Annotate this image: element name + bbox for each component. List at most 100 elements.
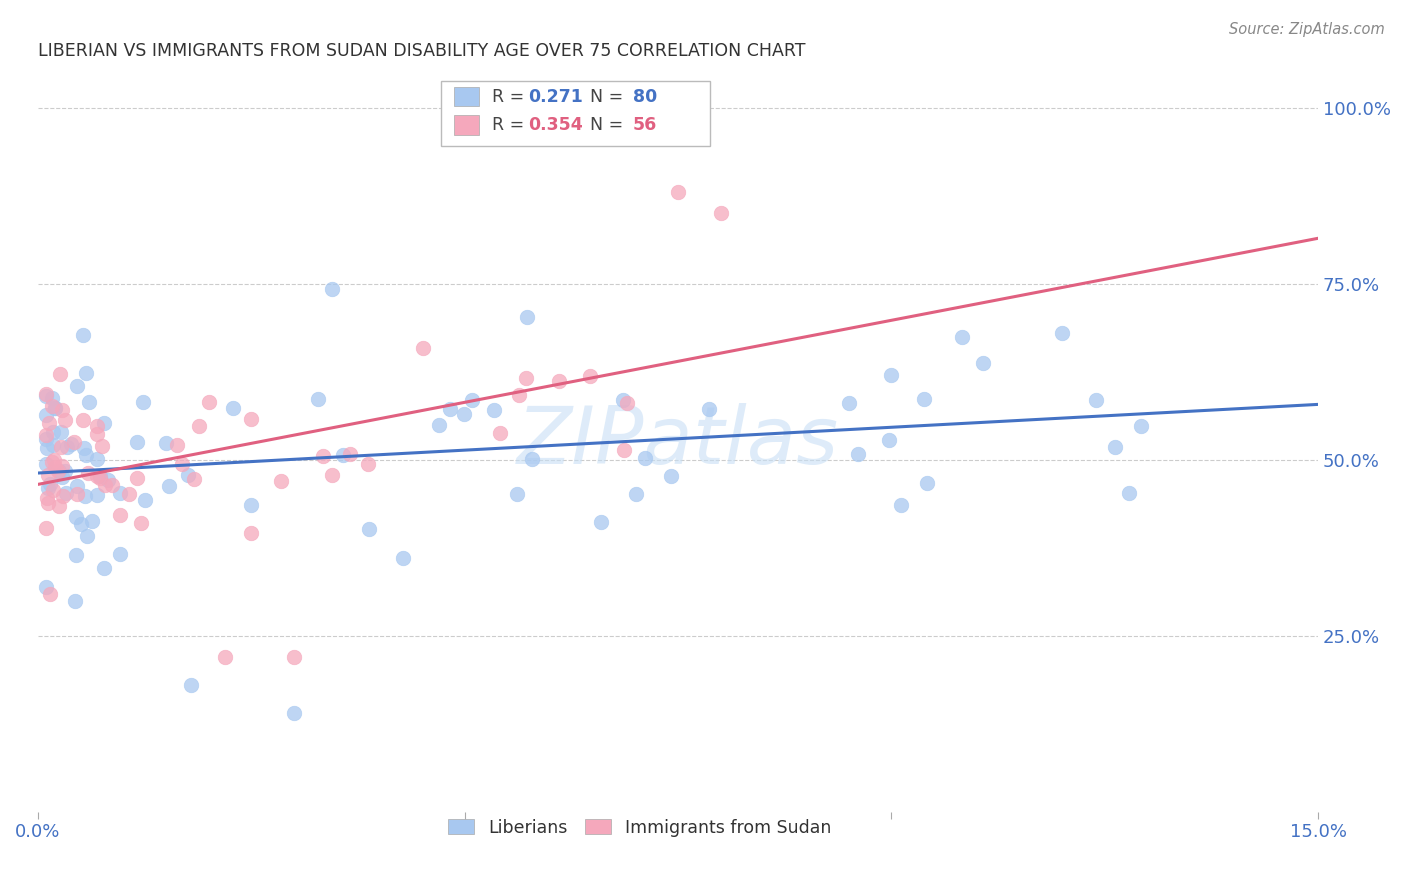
Point — [489, 425, 512, 440]
Text: R =: R = — [492, 116, 530, 134]
Point — [35, 428, 58, 442]
Point — [108, 547, 131, 561]
Text: 56: 56 — [633, 116, 658, 134]
Point — [877, 434, 900, 448]
Point — [66, 487, 89, 501]
Point — [506, 487, 529, 501]
Point — [75, 366, 97, 380]
Point — [63, 434, 86, 449]
Point — [578, 368, 600, 383]
Point — [41, 455, 63, 469]
Point — [49, 425, 72, 439]
Point — [198, 394, 221, 409]
Point — [101, 478, 124, 492]
Point — [917, 476, 939, 491]
Point — [44, 401, 66, 415]
Point — [42, 425, 65, 439]
Point — [1129, 419, 1152, 434]
Point — [357, 457, 380, 471]
Text: ZIPatlas: ZIPatlas — [517, 403, 839, 481]
Point — [89, 469, 111, 483]
Point — [48, 464, 70, 478]
Point — [157, 479, 180, 493]
Point — [37, 491, 59, 505]
Point — [166, 438, 188, 452]
Point — [155, 436, 177, 450]
Point — [180, 678, 202, 692]
Point — [52, 489, 75, 503]
Point — [461, 392, 484, 407]
Point — [37, 481, 59, 495]
Point — [86, 488, 108, 502]
Point — [41, 399, 63, 413]
Point — [48, 500, 70, 514]
Point — [912, 392, 935, 406]
Point — [172, 457, 194, 471]
Point — [35, 432, 58, 446]
Point — [890, 499, 912, 513]
Point — [72, 327, 94, 342]
Point — [44, 460, 66, 475]
Point — [35, 580, 58, 594]
Point — [56, 440, 79, 454]
Point — [108, 486, 131, 500]
Point — [591, 515, 613, 529]
Point — [96, 474, 118, 488]
Point — [516, 310, 538, 325]
Point — [548, 374, 571, 388]
Point — [41, 391, 63, 405]
Point — [522, 452, 544, 467]
Point — [73, 489, 96, 503]
Point — [710, 206, 733, 220]
Point — [35, 389, 58, 403]
Point — [612, 392, 634, 407]
Point — [187, 419, 209, 434]
Point — [86, 469, 108, 483]
Point — [76, 529, 98, 543]
Point — [35, 441, 58, 455]
Point — [60, 437, 83, 451]
Point — [240, 498, 263, 512]
Point — [613, 443, 636, 458]
Text: 0.354: 0.354 — [529, 116, 583, 134]
Point — [39, 587, 62, 601]
Point — [214, 649, 236, 664]
Point — [659, 469, 682, 483]
Point — [35, 457, 58, 471]
Point — [412, 341, 434, 355]
Text: 0.271: 0.271 — [529, 87, 583, 106]
Point — [42, 438, 65, 452]
Bar — [454, 115, 479, 135]
Point — [307, 392, 329, 407]
Point — [46, 464, 69, 478]
Point — [65, 548, 87, 562]
Point — [321, 468, 343, 483]
Legend: Liberians, Immigrants from Sudan: Liberians, Immigrants from Sudan — [441, 812, 838, 844]
Point — [283, 706, 305, 720]
Point — [86, 426, 108, 441]
Point — [846, 447, 869, 461]
Point — [508, 387, 530, 401]
Point — [94, 478, 117, 492]
Point — [93, 561, 115, 575]
Point — [35, 521, 58, 535]
Point — [77, 395, 100, 409]
Point — [35, 387, 58, 401]
Point — [321, 281, 343, 295]
Point — [91, 439, 114, 453]
Point — [482, 403, 505, 417]
Text: LIBERIAN VS IMMIGRANTS FROM SUDAN DISABILITY AGE OVER 75 CORRELATION CHART: LIBERIAN VS IMMIGRANTS FROM SUDAN DISABI… — [38, 42, 806, 60]
Point — [118, 487, 141, 501]
Point — [240, 526, 263, 541]
Point — [65, 509, 87, 524]
Point — [1104, 440, 1126, 454]
Point — [880, 368, 903, 383]
Point — [53, 413, 76, 427]
Point — [270, 474, 292, 488]
Point — [37, 468, 59, 483]
Point — [51, 469, 73, 483]
Point — [240, 412, 263, 426]
Point — [37, 495, 59, 509]
Text: 80: 80 — [633, 87, 658, 106]
Point — [55, 486, 77, 500]
